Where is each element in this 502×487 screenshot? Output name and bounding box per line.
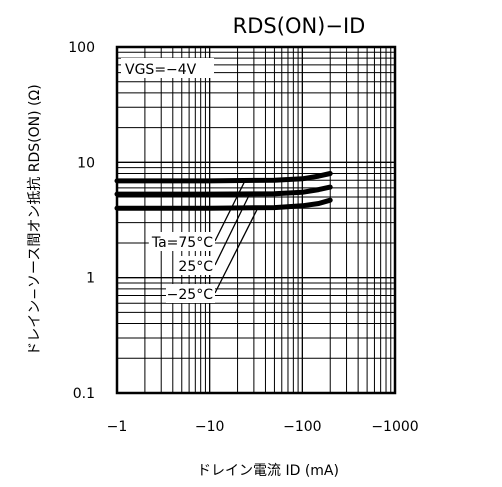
y-tick-label: 10: [77, 155, 95, 171]
series-labels: Ta=75°C 25°C −25°C: [148, 232, 215, 303]
series-label: 25°C: [178, 259, 213, 275]
annotation-leaders: [214, 180, 259, 294]
x-tick-label: −1: [107, 419, 128, 435]
series-lines: [114, 171, 333, 211]
series-label-bg: [148, 232, 215, 251]
series-label: −25°C: [167, 287, 214, 303]
x-axis-label: ドレイン電流 ID (mA): [197, 463, 339, 479]
grid: [117, 47, 395, 393]
y-tick-label: 100: [68, 40, 95, 56]
leader-line: [214, 193, 251, 266]
condition-label-bg: [121, 58, 214, 78]
y-tick-labels: 0.1 1 10 100: [68, 40, 95, 402]
leader-line: [214, 207, 259, 294]
plot-area-frame: [115, 45, 397, 395]
condition-label: VGS=−4V: [125, 62, 197, 78]
series-label-bg: [166, 284, 215, 303]
series-label: Ta=75°C: [151, 235, 213, 251]
y-axis-label: ドレイン−ソース間オン抵抗 RDS(ON) (Ω): [27, 84, 43, 355]
chart-title: RDS(ON)−ID: [233, 14, 366, 38]
series-label-bg: [174, 256, 215, 275]
y-tick-label: 0.1: [73, 386, 95, 402]
leader-line: [214, 180, 246, 242]
series-line: [114, 171, 333, 184]
series-line: [114, 184, 333, 197]
x-tick-label: −1000: [371, 419, 418, 435]
x-tick-labels: −1 −10 −100 −1000: [107, 419, 419, 435]
x-tick-label: −10: [195, 419, 225, 435]
y-tick-label: 1: [86, 271, 95, 287]
series-line: [114, 197, 333, 211]
x-tick-label: −100: [283, 419, 321, 435]
